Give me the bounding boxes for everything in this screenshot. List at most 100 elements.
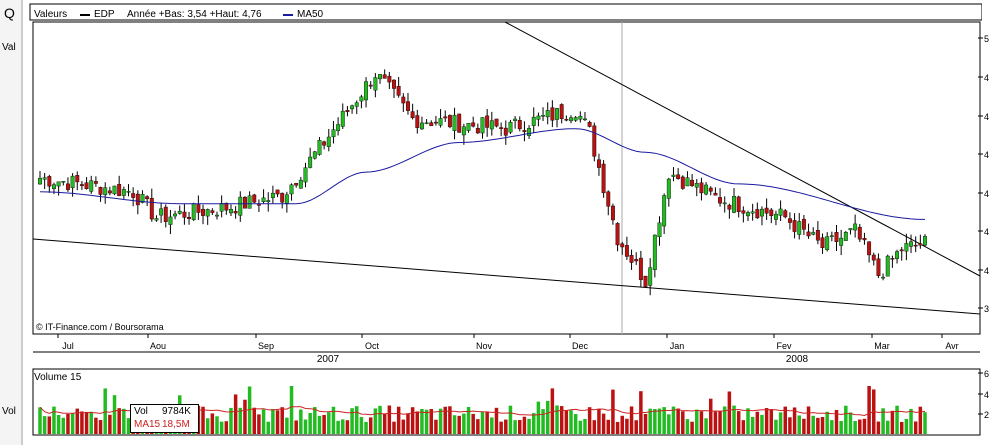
- volume-bar: [899, 421, 904, 434]
- volume-bar: [285, 417, 289, 434]
- candle-up: [531, 116, 536, 126]
- candle-up: [662, 195, 667, 227]
- candle-up: [103, 187, 108, 196]
- volume-bar: [890, 410, 895, 434]
- candle-up: [685, 177, 690, 187]
- volume-bar: [327, 412, 331, 434]
- candle-up: [657, 222, 662, 237]
- volume-bar: [415, 411, 420, 434]
- candle-up: [583, 118, 587, 121]
- candle-up: [298, 179, 303, 189]
- volume-bar: [215, 416, 219, 434]
- volume-bar: [648, 408, 652, 434]
- candle-down: [98, 187, 103, 195]
- volume-bar: [117, 408, 121, 434]
- volume-bar: [345, 420, 350, 434]
- candle-down: [494, 118, 499, 127]
- candle-down: [387, 75, 392, 83]
- candle-up: [270, 192, 275, 198]
- volume-bar: [518, 420, 522, 434]
- candle-up: [317, 140, 322, 155]
- volume-bar: [424, 409, 429, 434]
- candle-up: [350, 105, 355, 110]
- candle-down: [429, 122, 434, 127]
- volume-bar: [867, 386, 871, 434]
- candle-down: [787, 218, 792, 223]
- volume-tooltip-vol-label: Vol: [134, 406, 148, 417]
- range-label: Année +Bas: 3,54 +Haut: 4,76: [127, 9, 262, 20]
- candle-down: [876, 258, 881, 276]
- candle-down: [406, 101, 410, 111]
- volume-bar: [587, 407, 592, 434]
- volume-bar: [42, 416, 47, 434]
- candle-up: [340, 110, 345, 127]
- candle-up: [284, 194, 289, 204]
- volume-bar: [555, 405, 559, 434]
- candle-up: [778, 208, 783, 216]
- candle-down: [564, 119, 569, 121]
- volume-bar: [615, 421, 620, 434]
- volume-bar: [853, 421, 857, 434]
- candle-down: [196, 204, 201, 213]
- volume-bar: [527, 418, 531, 434]
- candle-down: [913, 244, 918, 247]
- candle-down: [615, 223, 620, 246]
- candle-up: [289, 184, 294, 195]
- candle-up: [489, 120, 494, 130]
- candle-up: [205, 209, 210, 217]
- volume-bar: [522, 416, 527, 434]
- candle-down: [47, 176, 52, 187]
- candle-down: [368, 84, 373, 87]
- volume-bar: [205, 418, 210, 434]
- candle-down: [415, 115, 420, 128]
- volume-bar: [233, 394, 238, 434]
- volume-bar: [429, 409, 434, 434]
- volume-bar: [56, 414, 61, 434]
- candle-down: [93, 181, 98, 184]
- candle-down: [624, 245, 629, 257]
- volume-bar: [70, 413, 75, 434]
- candle-up: [848, 228, 853, 231]
- volume-bar: [816, 417, 820, 434]
- volume-bar: [410, 407, 415, 434]
- volume-bar: [229, 407, 233, 434]
- candle-up: [177, 210, 182, 214]
- candle-up: [694, 183, 699, 188]
- volume-bar: [438, 408, 443, 434]
- volume-bar: [704, 418, 708, 434]
- candle-down: [471, 122, 476, 127]
- volume-bar: [858, 419, 862, 434]
- volume-bar: [476, 419, 480, 434]
- copyright-text: © IT-Finance.com / Boursorama: [36, 322, 164, 332]
- candle-down: [131, 193, 136, 198]
- candle-up: [312, 151, 317, 159]
- volume-bar: [387, 405, 392, 434]
- volume-bar: [480, 411, 485, 434]
- volume-bar: [806, 406, 811, 434]
- candle-up: [461, 126, 466, 136]
- candle-up: [825, 236, 830, 250]
- month-label-mar: Mar: [874, 341, 890, 351]
- volume-bar: [354, 406, 359, 434]
- candle-up: [895, 251, 899, 259]
- volume-bar: [420, 409, 424, 434]
- candle-down: [899, 249, 904, 252]
- volume-bar: [485, 412, 489, 434]
- volume-axis-label: 4: [984, 390, 989, 400]
- candle-up: [722, 202, 727, 205]
- candle-up: [364, 81, 368, 101]
- volume-bar: [406, 413, 410, 434]
- candle-up: [89, 180, 94, 192]
- candle-up: [881, 276, 886, 279]
- search-icon[interactable]: Q: [4, 5, 15, 21]
- ticker-label: EDP: [94, 9, 115, 20]
- volume-bar: [350, 408, 354, 434]
- candle-down: [280, 192, 285, 203]
- volume-bar: [47, 416, 52, 434]
- month-label-avr: Avr: [945, 341, 958, 351]
- month-label-fev: Fev: [776, 341, 792, 351]
- volume-bar: [918, 406, 923, 434]
- candle-up: [247, 195, 252, 209]
- volume-bar: [210, 413, 215, 434]
- candle-up: [774, 213, 778, 220]
